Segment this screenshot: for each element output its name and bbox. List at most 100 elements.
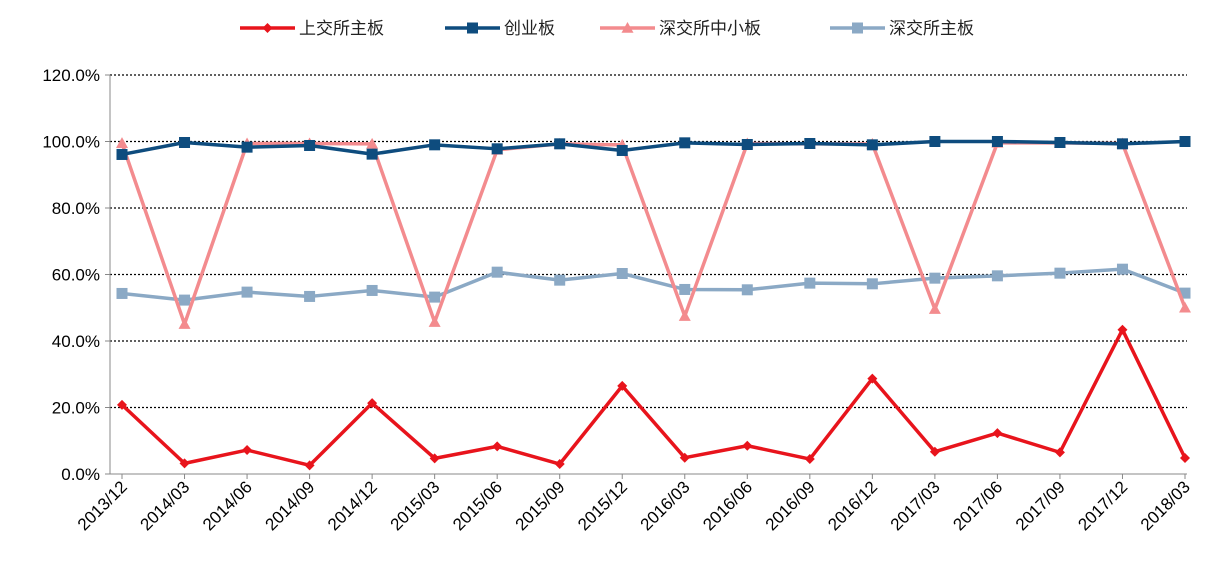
y-tick-label: 0.0% bbox=[61, 465, 100, 484]
y-tick-label: 80.0% bbox=[52, 199, 100, 218]
gridlines bbox=[110, 74, 1187, 409]
series-line bbox=[120, 141, 1187, 326]
data-point bbox=[242, 445, 253, 456]
data-point bbox=[554, 274, 566, 286]
data-point bbox=[116, 148, 128, 160]
y-tick-label: 100.0% bbox=[42, 133, 100, 152]
legend-marker bbox=[852, 22, 863, 34]
data-point bbox=[1054, 447, 1065, 458]
data-point bbox=[929, 446, 940, 457]
data-point bbox=[679, 283, 691, 295]
data-point bbox=[178, 318, 191, 329]
axes: 0.0% 20.0% 40.0% 60.0% 80.0% 100.0% 120.0% 2013… bbox=[42, 66, 1194, 534]
data-point bbox=[116, 287, 128, 299]
x-tick-label: 2014/03 bbox=[136, 477, 193, 534]
x-tick-label: 2015/06 bbox=[449, 477, 506, 534]
series-szse-main-board bbox=[116, 263, 1191, 306]
legend-label: 深交所主板 bbox=[889, 19, 974, 39]
legend-item: 深交所中小板 bbox=[600, 19, 761, 39]
data-point bbox=[866, 139, 878, 151]
data-point bbox=[304, 460, 315, 471]
data-point bbox=[241, 141, 253, 153]
legend-item: 深交所主板 bbox=[830, 19, 974, 39]
data-point bbox=[428, 316, 441, 327]
data-point bbox=[304, 290, 316, 302]
data-point bbox=[366, 148, 378, 160]
data-point bbox=[991, 270, 1003, 282]
data-point bbox=[804, 454, 815, 465]
data-point bbox=[179, 136, 191, 148]
data-point bbox=[616, 144, 628, 156]
series-line bbox=[121, 267, 1186, 302]
data-point bbox=[867, 373, 878, 384]
data-point bbox=[1054, 136, 1066, 148]
data-point bbox=[741, 284, 753, 296]
series-line bbox=[120, 327, 1187, 468]
data-point bbox=[679, 452, 690, 463]
data-point bbox=[928, 303, 941, 314]
data-point bbox=[366, 137, 379, 149]
data-point bbox=[804, 277, 816, 289]
data-point bbox=[179, 458, 190, 469]
data-point bbox=[804, 137, 816, 149]
data-point bbox=[1179, 287, 1191, 299]
data-point bbox=[492, 441, 503, 452]
data-point bbox=[554, 138, 566, 150]
x-tick-label: 2018/03 bbox=[1137, 477, 1194, 534]
x-tick-label: 2014/09 bbox=[262, 477, 319, 534]
y-tick-label: 40.0% bbox=[52, 332, 100, 351]
data-point bbox=[1179, 136, 1191, 147]
legend-item: 上交所主板 bbox=[240, 19, 384, 39]
series-szse-sme-board bbox=[116, 136, 1191, 329]
data-point bbox=[741, 138, 753, 150]
data-point bbox=[491, 143, 503, 155]
data-point bbox=[367, 398, 378, 409]
data-point bbox=[742, 440, 753, 451]
x-tick-label: 2015/09 bbox=[512, 477, 569, 534]
data-point bbox=[929, 136, 941, 147]
data-point bbox=[929, 272, 941, 284]
data-point bbox=[1116, 138, 1128, 150]
data-point bbox=[617, 380, 628, 391]
data-point bbox=[1116, 263, 1128, 275]
x-tick-label: 2016/03 bbox=[637, 477, 694, 534]
data-point bbox=[992, 428, 1003, 439]
data-point bbox=[117, 399, 127, 410]
series-line bbox=[121, 139, 1186, 157]
data-point bbox=[616, 268, 628, 280]
legend-marker bbox=[467, 22, 478, 34]
x-tick-label: 2017/09 bbox=[1012, 477, 1069, 534]
x-tick-label: 2017/12 bbox=[1074, 477, 1131, 534]
x-tick-label: 2014/12 bbox=[324, 477, 381, 534]
data-point bbox=[866, 278, 878, 290]
legend-marker bbox=[621, 22, 634, 33]
series-lines bbox=[116, 136, 1191, 471]
x-tick-label: 2016/06 bbox=[699, 477, 756, 534]
data-point bbox=[1180, 453, 1190, 464]
data-point bbox=[429, 291, 441, 303]
y-tick-label: 20.0% bbox=[52, 399, 100, 418]
legend-label: 创业板 bbox=[504, 19, 555, 39]
y-tick-label: 120.0% bbox=[42, 66, 100, 85]
data-point bbox=[491, 266, 503, 278]
data-point bbox=[991, 136, 1003, 147]
x-tick-label: 2017/03 bbox=[887, 477, 944, 534]
data-point bbox=[1054, 267, 1066, 279]
series-chinext bbox=[116, 136, 1191, 160]
data-point bbox=[1179, 301, 1191, 313]
data-point bbox=[179, 294, 191, 306]
data-point bbox=[679, 137, 691, 149]
data-point bbox=[429, 139, 441, 151]
legend-label: 上交所主板 bbox=[299, 19, 384, 39]
data-point bbox=[1117, 324, 1128, 335]
legend-item: 创业板 bbox=[445, 19, 555, 39]
data-point bbox=[241, 286, 253, 298]
x-tick-label: 2016/12 bbox=[824, 477, 881, 534]
x-tick-label: 2016/09 bbox=[762, 477, 819, 534]
x-tick-label: 2015/12 bbox=[574, 477, 631, 534]
data-point bbox=[366, 284, 378, 296]
data-point bbox=[116, 137, 128, 148]
legend: 上交所主板 创业板 深交所中小板 深交所主板 bbox=[240, 19, 974, 39]
